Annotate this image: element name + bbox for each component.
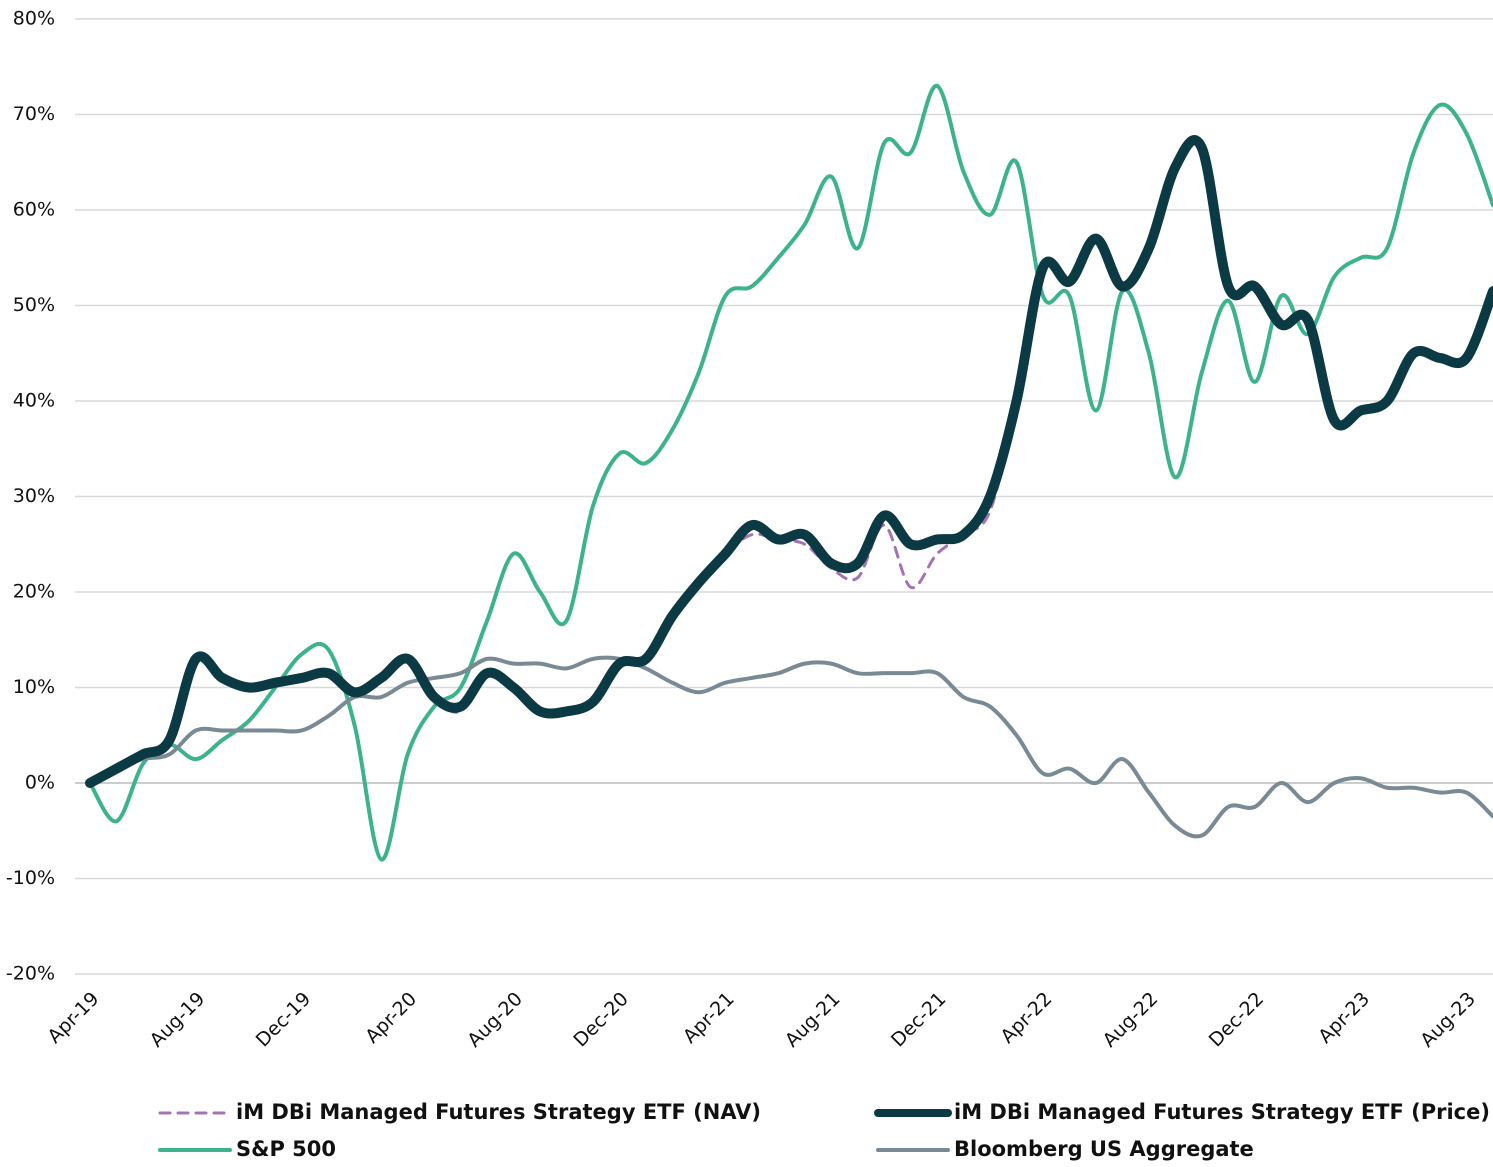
y-tick-label: -10% bbox=[6, 867, 55, 889]
y-tick-label: 10% bbox=[13, 676, 55, 698]
legend-label: iM DBi Managed Futures Strategy ETF (Pri… bbox=[954, 1100, 1490, 1124]
x-tick-label: Apr-23 bbox=[1314, 988, 1374, 1048]
y-tick-label: 30% bbox=[13, 485, 55, 507]
x-tick-label: Dec-20 bbox=[569, 988, 633, 1052]
series-line bbox=[85, 135, 1493, 788]
y-tick-label: 70% bbox=[13, 103, 55, 125]
x-tick-label: Dec-19 bbox=[252, 988, 316, 1052]
x-tick-label: Dec-22 bbox=[1205, 988, 1269, 1052]
x-tick-label: Aug-19 bbox=[146, 988, 210, 1052]
series-line bbox=[88, 83, 1493, 862]
x-tick-label: Apr-20 bbox=[361, 988, 421, 1048]
x-tick-label: Aug-20 bbox=[463, 988, 527, 1052]
y-tick-label: 40% bbox=[13, 390, 55, 412]
x-tick-label: Aug-22 bbox=[1099, 988, 1163, 1052]
y-tick-label: 60% bbox=[13, 199, 55, 221]
y-tick-label: 50% bbox=[13, 294, 55, 316]
legend-label: Bloomberg US Aggregate bbox=[954, 1137, 1254, 1161]
legend-label: S&P 500 bbox=[236, 1137, 336, 1161]
series-line bbox=[88, 655, 1493, 839]
x-tick-label: Apr-19 bbox=[44, 988, 104, 1048]
x-tick-label: Apr-21 bbox=[679, 988, 739, 1048]
y-tick-label: -20% bbox=[6, 963, 55, 985]
series-line bbox=[88, 138, 1493, 785]
x-tick-label: Aug-23 bbox=[1416, 988, 1480, 1052]
x-tick-label: Aug-21 bbox=[781, 988, 845, 1052]
x-tick-label: Apr-22 bbox=[997, 988, 1057, 1048]
legend-label: iM DBi Managed Futures Strategy ETF (NAV… bbox=[236, 1100, 761, 1124]
x-tick-label: Dec-21 bbox=[887, 988, 951, 1052]
y-tick-label: 80% bbox=[13, 8, 55, 30]
y-tick-label: 20% bbox=[13, 581, 55, 603]
y-tick-label: 0% bbox=[25, 772, 55, 794]
